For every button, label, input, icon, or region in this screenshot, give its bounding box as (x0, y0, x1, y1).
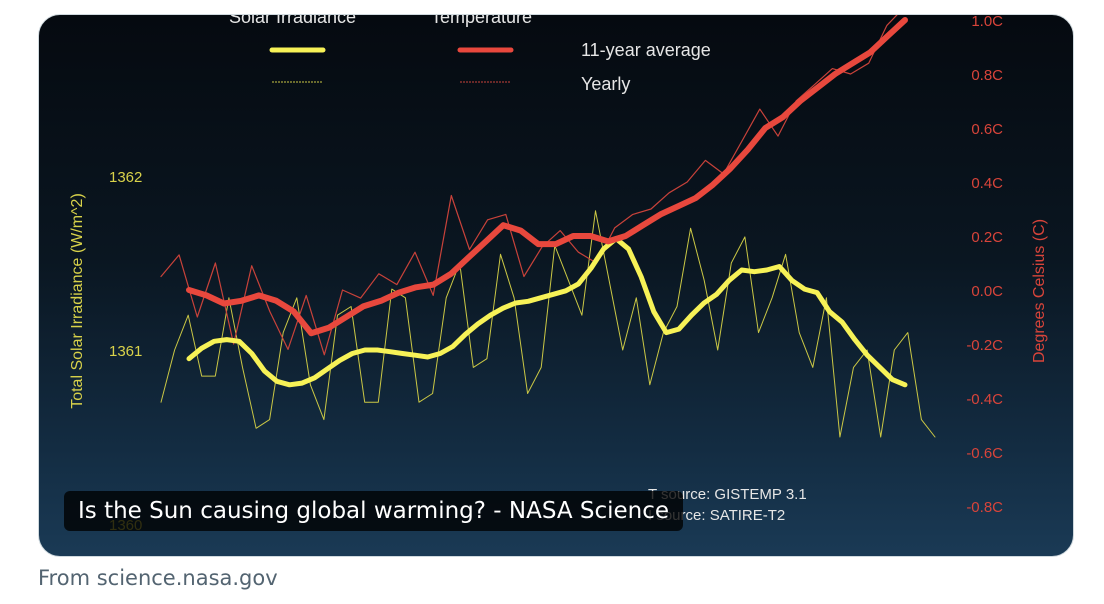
right-tick-label: 0.4C (971, 175, 1003, 192)
link-preview-card[interactable]: Solar Irradiance Temperature 11-year ave… (38, 14, 1074, 557)
right-tick-label: 0.2C (971, 229, 1003, 246)
right-tick-label: -0.2C (966, 337, 1003, 354)
left-axis-ticks: 136213611360 (109, 169, 142, 534)
right-tick-label: 0.0C (971, 283, 1003, 300)
series-irradiance-yearly-line (160, 210, 936, 438)
right-axis-label: Degrees Celsius (C) (1031, 219, 1048, 363)
series-irradiance-average-line (186, 236, 908, 388)
plot-area (160, 15, 936, 438)
series-temperature-yearly-line (160, 15, 898, 356)
right-axis-ticks: 1.0C 0.8C 0.6C 0.4C 0.2C 0.0C -0.2C -0.4C -0.6C -… (966, 15, 1003, 556)
link-title-caption: Is the Sun causing global warming? - NAS… (64, 491, 684, 531)
legend-row-average: 11-year average (581, 40, 711, 60)
legend-group-temperature: Temperature (431, 15, 532, 27)
right-tick-label: 1.0C (971, 15, 1003, 30)
right-tick-label: -0.6C (966, 445, 1003, 462)
right-tick-label: 0.8C (971, 67, 1003, 84)
right-tick-label: -0.4C (966, 391, 1003, 408)
legend-row-yearly: Yearly (581, 74, 630, 94)
left-tick-label: 1362 (109, 169, 142, 186)
series-temperature-average-line (186, 17, 908, 337)
legend-group-solar-irradiance: Solar Irradiance (229, 15, 356, 27)
right-tick-label: -0.8C (966, 499, 1003, 516)
right-tick-label: 0.6C (971, 121, 1003, 138)
left-axis-label: Total Solar Irradiance (W/m^2) (69, 193, 86, 409)
temperature-irradiance-chart: Solar Irradiance Temperature 11-year ave… (69, 15, 1048, 556)
source-temperature: T source: GISTEMP 3.1 (648, 486, 807, 503)
left-tick-label: 1361 (109, 343, 142, 360)
right-tick-label: -1.0C (966, 553, 1003, 556)
legend: Solar Irradiance Temperature 11-year ave… (229, 15, 711, 94)
link-source-domain[interactable]: From science.nasa.gov (38, 566, 278, 590)
